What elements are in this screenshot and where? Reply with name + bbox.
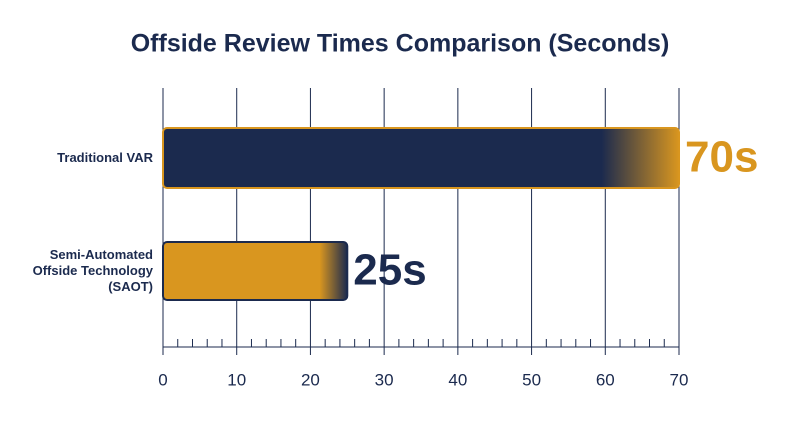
- value-label: 25s: [353, 246, 426, 295]
- y-tick-label: Semi-Automated Offside Technology (SAOT): [32, 247, 153, 294]
- x-tick-label: 0: [158, 370, 167, 389]
- x-tick-label: 60: [596, 370, 615, 389]
- bar: [162, 127, 680, 189]
- x-tick-label: 10: [227, 370, 246, 389]
- x-tick-label: 70: [670, 370, 689, 389]
- bar: [162, 241, 349, 301]
- x-tick-label: 20: [301, 370, 320, 389]
- chart-title: Offside Review Times Comparison (Seconds…: [131, 30, 670, 58]
- x-tick-label: 50: [522, 370, 541, 389]
- x-tick-label: 40: [448, 370, 467, 389]
- y-tick-label: Traditional VAR: [57, 150, 153, 165]
- value-label: 70s: [685, 133, 758, 182]
- x-tick-label: 30: [375, 370, 394, 389]
